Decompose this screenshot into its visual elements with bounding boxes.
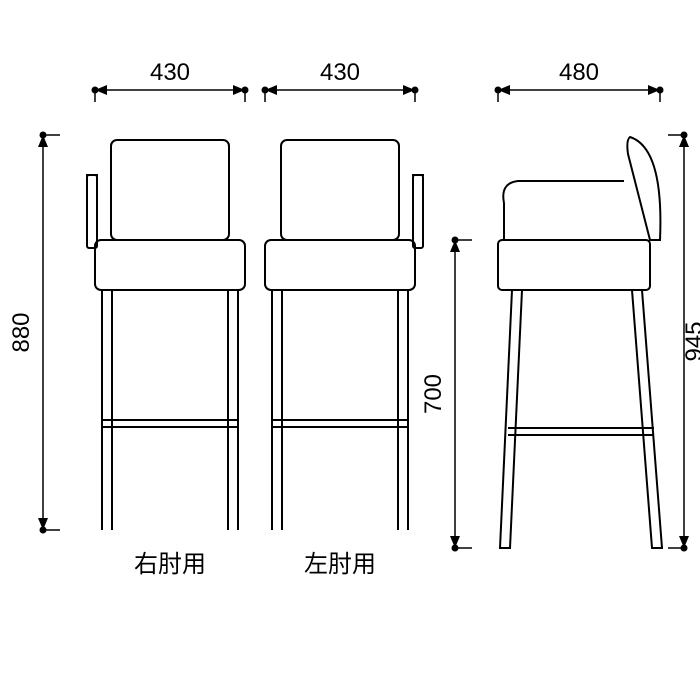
chair-front-front-right [86, 140, 245, 530]
svg-text:右肘用: 右肘用 [134, 551, 206, 578]
svg-text:430: 430 [320, 59, 360, 86]
technical-drawing: 430 右肘用 430 左肘用 480 880 700 945 [0, 0, 700, 700]
chair-side [498, 137, 662, 548]
svg-text:880: 880 [8, 312, 35, 352]
svg-text:700: 700 [420, 374, 447, 414]
svg-text:左肘用: 左肘用 [304, 551, 376, 578]
svg-text:945: 945 [681, 321, 700, 361]
svg-text:480: 480 [559, 59, 599, 86]
chair-front-front-left [265, 140, 424, 530]
svg-text:430: 430 [150, 59, 190, 86]
